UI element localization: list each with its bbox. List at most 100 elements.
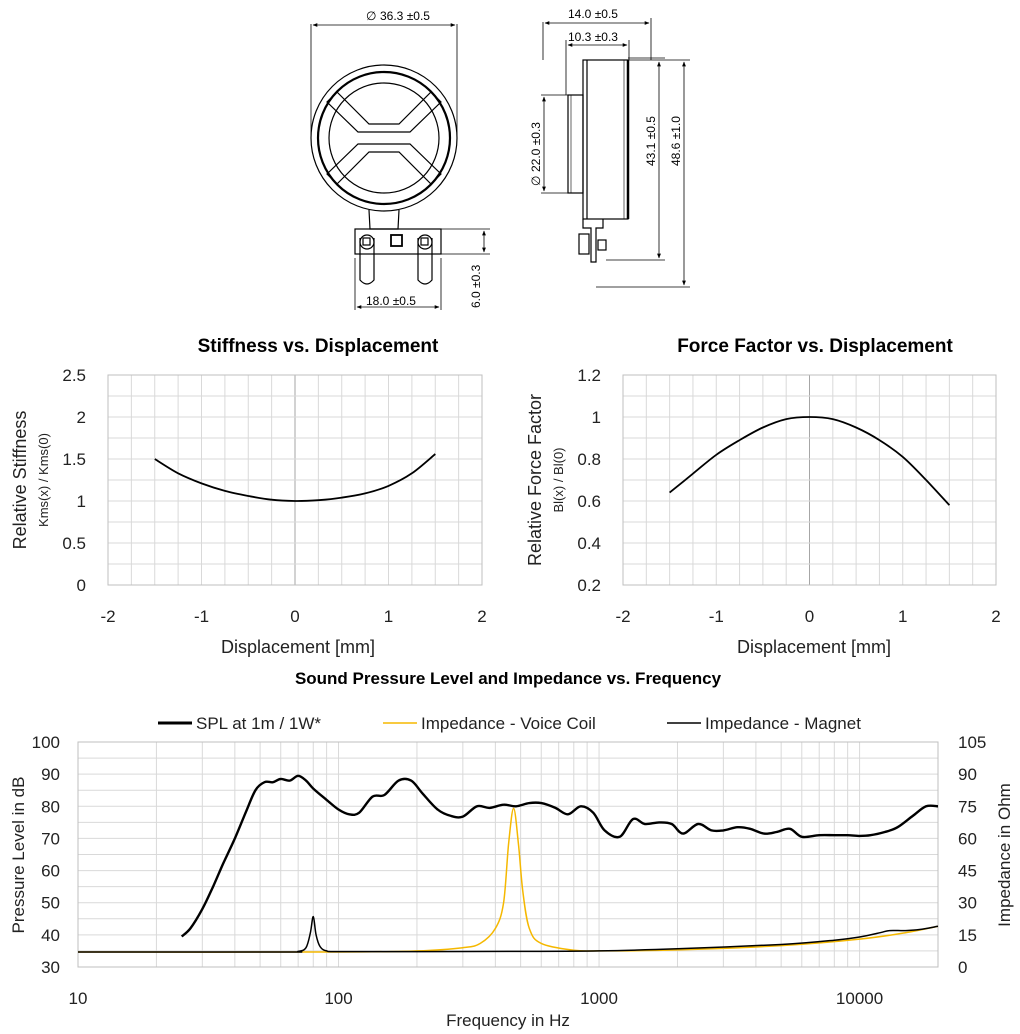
stiffness-chart: Stiffness vs. Displacement -2 -1 0 1 2 0 0.5 1…	[10, 336, 487, 657]
y-tick-label: 1	[77, 492, 86, 511]
terminal-right-eye	[417, 234, 433, 250]
y-left-tick-label: 100	[32, 733, 60, 752]
x-axis-label: Frequency in Hz	[446, 1011, 570, 1030]
y-axis-label: Relative Stiffness	[10, 411, 30, 550]
frame-outer-circle	[310, 64, 458, 212]
y-right-tick-label: 75	[958, 797, 977, 816]
x-tick-label: -1	[709, 607, 724, 626]
y-left-tick-label: 30	[41, 958, 60, 977]
plot-frame	[622, 374, 997, 586]
y-tick-labels: 0.2 0.4 0.6 0.8 1 1.2	[577, 366, 601, 595]
dim-terminal-height-label: 6.0 ±0.3	[469, 264, 483, 308]
y-right-tick-label: 45	[958, 862, 977, 881]
force-factor-series-line	[669, 416, 951, 506]
y-left-tick-label: 90	[41, 765, 60, 784]
x-tick-labels: 10 100 1000 10000	[69, 989, 884, 1008]
y-tick-label: 0.4	[577, 534, 601, 553]
x-tick-label: -1	[194, 607, 209, 626]
dim-diameter-label: 36.3 ±0.5	[380, 9, 430, 23]
grille-lower	[326, 143, 442, 185]
dim-magnet-diameter-label: 22.0 ±0.3	[529, 122, 543, 172]
frame-inner-circle	[316, 70, 452, 206]
y-tick-label: 0.5	[62, 534, 86, 553]
x-tick-label: 0	[805, 607, 814, 626]
y-left-tick-label: 50	[41, 894, 60, 913]
x-tick-labels: -2 -1 0 1 2	[615, 607, 1000, 626]
chart-title: Stiffness vs. Displacement	[198, 336, 439, 357]
spl-impedance-chart: Sound Pressure Level and Impedance vs. F…	[9, 669, 1014, 1030]
y-tick-label: 0.6	[577, 492, 601, 511]
dim-diameter-icon: ∅	[366, 9, 376, 23]
y-right-tick-label: 60	[958, 829, 977, 848]
side-magnet	[567, 94, 584, 194]
cone-circle	[328, 82, 440, 194]
dim-terminal-width-label: 18.0 ±0.5	[366, 294, 416, 308]
front-dimensions	[310, 23, 490, 310]
legend-label-spl: SPL at 1m / 1W*	[196, 714, 321, 733]
y-tick-label: 1.2	[577, 366, 601, 385]
y-left-tick-label: 80	[41, 797, 60, 816]
y-right-tick-label: 0	[958, 958, 967, 977]
y-axis-sublabel: Bl(x) / Bl(0)	[551, 448, 566, 513]
plot-frame	[107, 374, 483, 586]
y-axis-label: Relative Force Factor	[525, 394, 545, 566]
terminal-right-lug	[417, 238, 433, 285]
impedance-magnet-line	[77, 915, 939, 953]
side-terminal	[582, 219, 604, 263]
y-tick-label: 2.5	[62, 366, 86, 385]
chart-title: Force Factor vs. Displacement	[677, 336, 953, 357]
terminal-left-eye	[359, 234, 375, 250]
side-dimensions	[541, 18, 690, 288]
y-right-tick-label: 105	[958, 733, 986, 752]
y-axis-label-right: Impedance in Ohm	[995, 783, 1014, 927]
x-tick-label: 100	[324, 989, 352, 1008]
y-right-tick-label: 90	[958, 765, 977, 784]
dim-height-total-label: 48.6 ±1.0	[669, 116, 683, 166]
plot-grid	[622, 374, 997, 586]
y-left-tick-label: 60	[41, 862, 60, 881]
y-right-tick-label: 30	[958, 894, 977, 913]
y-left-tick-labels: 30 40 50 60 70 80 90 100	[32, 733, 60, 977]
legend-label-magnet: Impedance - Magnet	[705, 714, 861, 733]
spl-line	[180, 774, 939, 938]
terminal-marker	[390, 234, 403, 247]
y-tick-label: 0.8	[577, 450, 601, 469]
y-tick-label: 0.2	[577, 576, 601, 595]
chart-title: Sound Pressure Level and Impedance vs. F…	[295, 669, 722, 688]
grille-upper	[326, 91, 442, 133]
stiffness-series-line	[154, 453, 436, 502]
x-axis-label: Displacement [mm]	[221, 637, 375, 657]
y-left-tick-label: 70	[41, 829, 60, 848]
y-tick-label: 2	[77, 408, 86, 427]
terminal-neck	[368, 209, 400, 230]
dim-depth-total-label: 14.0 ±0.5	[568, 7, 618, 21]
legend: SPL at 1m / 1W* Impedance - Voice Coil I…	[158, 714, 861, 733]
y-left-tick-label: 40	[41, 926, 60, 945]
x-tick-label: 1	[384, 607, 393, 626]
dim-height-body-label: 43.1 ±0.5	[644, 116, 658, 166]
y-tick-labels: 0 0.5 1 1.5 2 2.5	[62, 366, 86, 595]
side-body	[582, 59, 629, 220]
terminal-left-lug	[359, 238, 375, 285]
x-tick-label: -2	[100, 607, 115, 626]
y-tick-label: 1.5	[62, 450, 86, 469]
x-tick-label: 2	[477, 607, 486, 626]
plot-frame	[77, 741, 939, 968]
x-tick-label: 10	[69, 989, 88, 1008]
legend-label-voice-coil: Impedance - Voice Coil	[421, 714, 596, 733]
y-right-tick-label: 15	[958, 926, 977, 945]
x-tick-label: 0	[290, 607, 299, 626]
x-axis-label: Displacement [mm]	[737, 637, 891, 657]
y-tick-label: 1	[592, 408, 601, 427]
dim-magnet-diameter-icon: ∅	[529, 176, 543, 186]
x-tick-label: 2	[991, 607, 1000, 626]
impedance-voice-coil-line	[77, 807, 939, 953]
plot-grid	[107, 374, 483, 586]
y-tick-label: 0	[77, 576, 86, 595]
y-axis-label-left: Pressure Level in dB	[9, 777, 28, 934]
side-view-drawing	[567, 59, 630, 263]
x-tick-label: 1	[898, 607, 907, 626]
front-view-drawing	[310, 64, 458, 285]
terminal-plate	[354, 228, 442, 255]
